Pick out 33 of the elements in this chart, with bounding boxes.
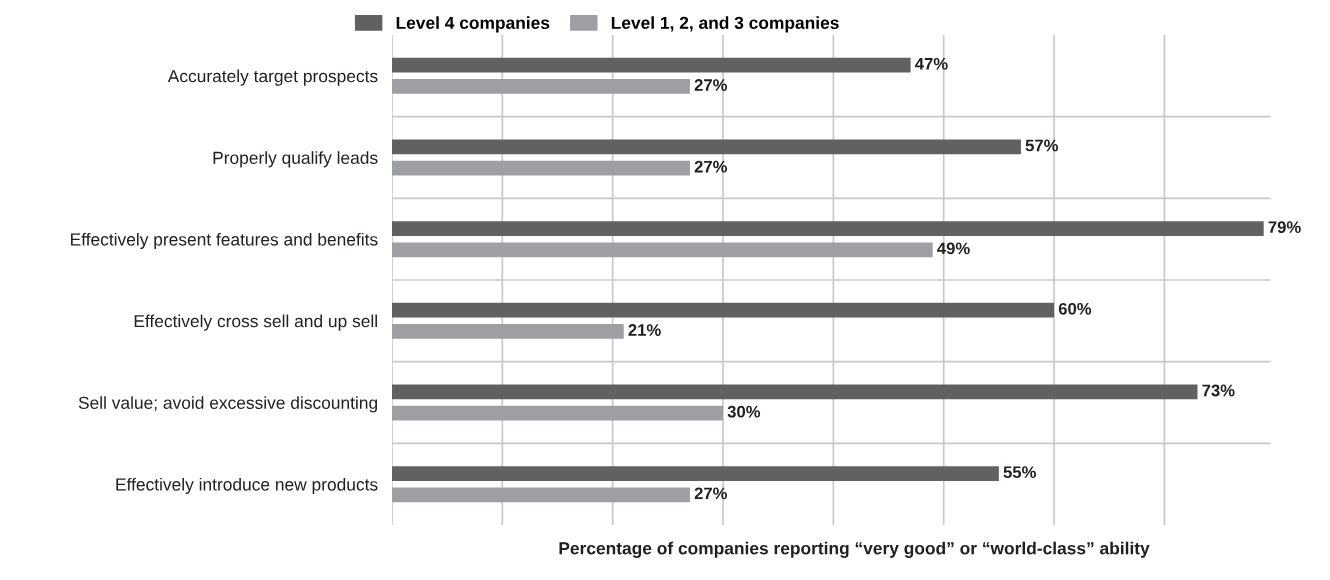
bar — [392, 160, 690, 176]
data-label: 55% — [1003, 466, 1036, 479]
data-label: 49% — [937, 242, 970, 255]
data-label: 73% — [1202, 384, 1235, 397]
legend-label: Level 1, 2, and 3 companies — [611, 16, 839, 33]
data-label: 30% — [727, 405, 761, 418]
bar — [392, 487, 690, 503]
data-label: 79% — [1268, 221, 1301, 234]
bar — [392, 384, 1198, 400]
bar — [392, 405, 724, 421]
y-tick-label: Effectively present features and benefits — [71, 232, 378, 250]
legend-label: Level 4 companies — [396, 16, 550, 33]
y-tick-label: Sell value; avoid excessive discounting — [78, 396, 378, 413]
data-label: 47% — [915, 57, 948, 70]
bar — [392, 79, 690, 94]
bar — [392, 302, 1055, 318]
data-label: 27% — [694, 487, 728, 500]
y-tick-label: Properly qualify leads — [213, 151, 378, 168]
bar — [392, 57, 911, 73]
y-tick-label: Effectively cross sell and up sell — [134, 314, 377, 331]
data-label: 21% — [628, 324, 661, 336]
bar — [392, 466, 999, 481]
bar — [392, 221, 1264, 236]
data-label: 27% — [694, 160, 728, 173]
x-axis-title: Percentage of companies reporting “very good” or “world-class” ability — [559, 541, 1150, 558]
data-label: 57% — [1025, 139, 1059, 152]
y-tick-label: Accurately target prospects — [167, 69, 378, 86]
data-label: 27% — [694, 79, 728, 91]
bar — [392, 139, 1021, 155]
bar — [392, 242, 933, 258]
y-tick-label: Effectively introduce new products — [116, 477, 378, 495]
data-label: 60% — [1058, 302, 1092, 315]
bar — [392, 324, 624, 339]
